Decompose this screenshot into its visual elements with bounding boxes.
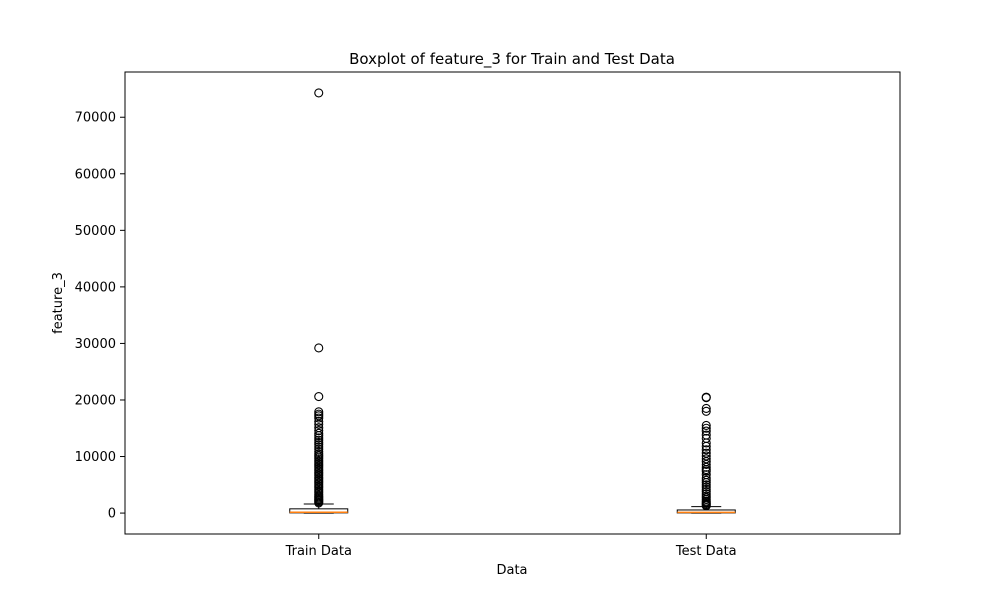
train-data-flier-16 — [314, 440, 324, 450]
y-tick-label-5: 50000 — [75, 224, 116, 239]
test-data-flier-3 — [701, 406, 711, 416]
test-data-flier-36 — [701, 501, 711, 511]
train-data-flier-51 — [314, 498, 324, 508]
plot-frame — [124, 71, 901, 535]
x-axis-label: Data — [496, 563, 527, 578]
y-tick-label-3: 30000 — [75, 337, 116, 352]
train-data-flier-13 — [314, 433, 324, 443]
train-data-flier-11 — [314, 428, 324, 438]
y-tick-label-2: 20000 — [75, 393, 116, 408]
y-tick-label-1: 10000 — [75, 450, 116, 465]
train-data-flier-6 — [314, 413, 324, 423]
y-axis-label: feature_3 — [51, 272, 66, 334]
train-data-flier-12 — [314, 431, 324, 441]
test-data-flier-22 — [701, 475, 711, 485]
test-data-flier-21 — [701, 473, 711, 483]
train-data-flier-19 — [314, 446, 324, 456]
test-data-flier-25 — [701, 482, 711, 492]
test-data-flier-2 — [701, 403, 711, 414]
train-data-flier-0 — [314, 88, 324, 98]
test-data-flier-1 — [701, 393, 711, 403]
test-data-flier-5 — [701, 423, 711, 433]
x-tick-label-1: Test Data — [675, 544, 737, 559]
test-data-flier-9 — [701, 438, 711, 448]
test-data-flier-10 — [701, 441, 711, 451]
train-data-flier-2 — [314, 392, 324, 402]
test-data-flier-19 — [701, 466, 711, 476]
plot-area: 0 10000 20000 30000 40000 50000 60000 70000 Trai… — [75, 71, 901, 559]
test-data-flier-11 — [701, 445, 711, 455]
train-data-flier-3 — [314, 407, 324, 417]
y-tick-label-7: 70000 — [75, 111, 116, 126]
y-tick-label-4: 40000 — [75, 280, 116, 295]
train-data-flier-8 — [314, 419, 324, 429]
test-data-flier-6 — [701, 426, 711, 436]
train-data-flier-14 — [314, 435, 324, 445]
test-data-flier-4 — [701, 420, 711, 430]
x-tick-label-0: Train Data — [285, 544, 352, 559]
train-data-flier-10 — [314, 425, 324, 436]
train-data-flier-1 — [314, 343, 324, 353]
test-data-flier-16 — [701, 459, 711, 469]
train-data-flier-15 — [314, 437, 324, 447]
chart-title: Boxplot of feature_3 for Train and Test … — [349, 50, 675, 69]
y-tick-label-0: 0 — [108, 507, 116, 522]
test-data-flier-23 — [701, 477, 711, 488]
train-data-flier-7 — [314, 416, 324, 427]
y-tick-label-6: 60000 — [75, 167, 116, 182]
test-data-flier-17 — [701, 462, 711, 472]
test-data-flier-24 — [701, 480, 711, 490]
